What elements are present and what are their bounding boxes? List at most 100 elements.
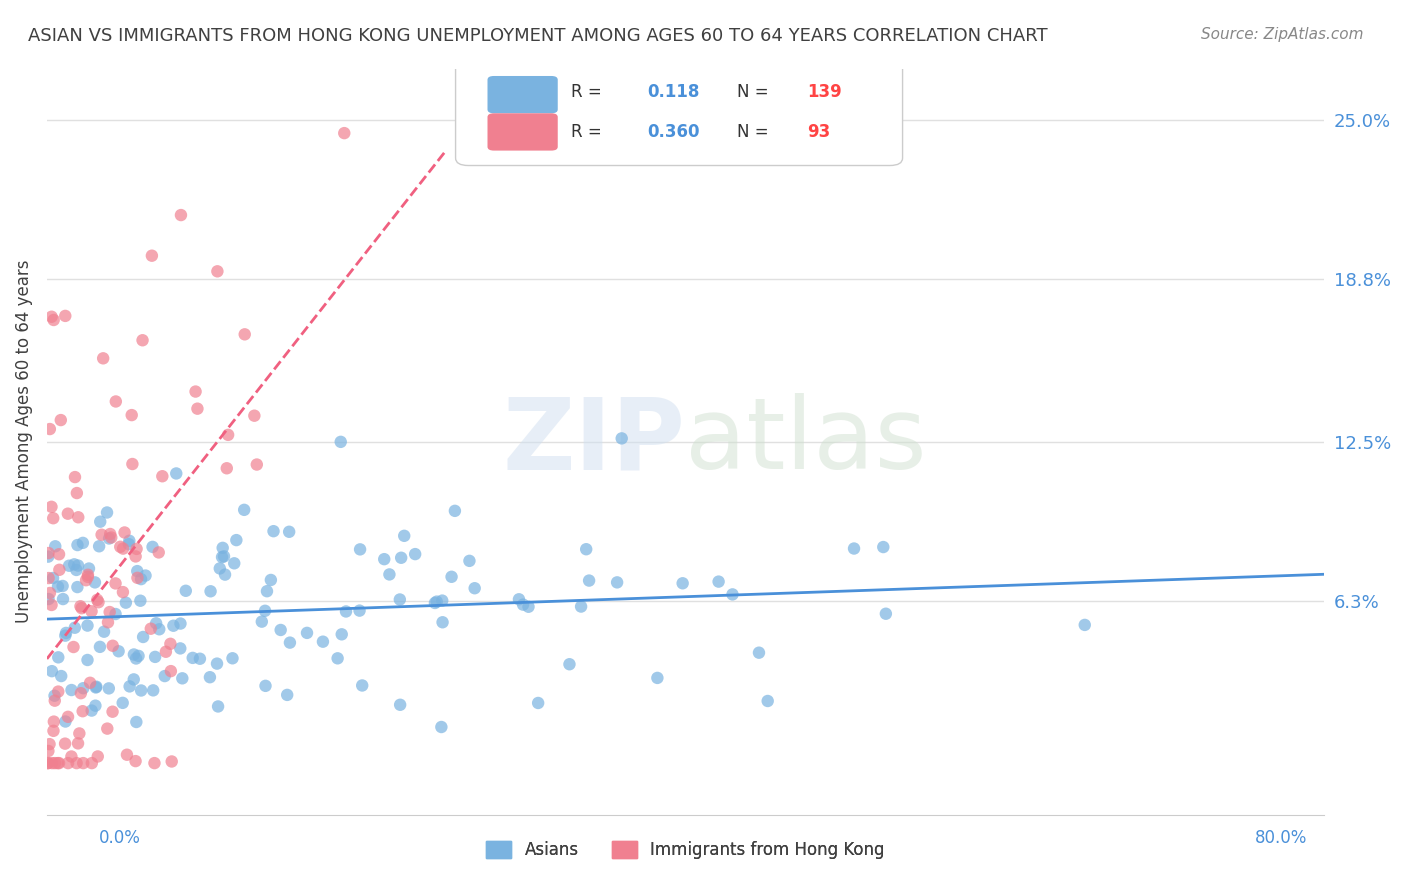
Point	[112, 541, 135, 556]
FancyBboxPatch shape	[456, 61, 903, 166]
Point	[67, 726, 90, 740]
Point	[107, 644, 129, 658]
Point	[349, 604, 371, 618]
Point	[254, 679, 277, 693]
Point	[132, 630, 155, 644]
Point	[51, 669, 73, 683]
Point	[84, 575, 107, 590]
Point	[335, 605, 357, 619]
Point	[38, 546, 60, 560]
Point	[42, 571, 65, 585]
Point	[104, 607, 127, 621]
Point	[97, 681, 120, 696]
Point	[67, 736, 90, 750]
Point	[160, 755, 183, 769]
Point	[98, 532, 121, 546]
Point	[127, 564, 149, 578]
Point	[55, 626, 77, 640]
Point	[62, 640, 84, 654]
Point	[707, 574, 730, 589]
Point	[141, 249, 163, 263]
Point	[349, 542, 371, 557]
Point	[80, 704, 103, 718]
Point	[129, 593, 152, 607]
Point	[86, 592, 108, 607]
Point	[329, 434, 352, 449]
Point	[150, 469, 173, 483]
Point	[423, 596, 446, 610]
Point	[250, 615, 273, 629]
Point	[312, 634, 335, 648]
Point	[430, 720, 453, 734]
Point	[378, 567, 401, 582]
Point	[254, 604, 277, 618]
Point	[41, 310, 63, 324]
Point	[748, 646, 770, 660]
Point	[207, 699, 229, 714]
Point	[326, 651, 349, 665]
Point	[172, 671, 194, 685]
Point	[260, 573, 283, 587]
Point	[211, 541, 233, 555]
Point	[79, 675, 101, 690]
Point	[458, 554, 481, 568]
Point	[129, 683, 152, 698]
Point	[67, 510, 90, 524]
Text: N =: N =	[737, 83, 773, 102]
Point	[558, 657, 581, 672]
FancyBboxPatch shape	[488, 76, 558, 113]
Point	[606, 575, 628, 590]
Point	[69, 599, 91, 614]
Point	[122, 648, 145, 662]
Point	[143, 756, 166, 771]
Point	[148, 622, 170, 636]
Point	[56, 710, 79, 724]
Legend: Asians, Immigrants from Hong Kong: Asians, Immigrants from Hong Kong	[479, 834, 891, 866]
Point	[578, 574, 600, 588]
Point	[186, 401, 208, 416]
Point	[211, 550, 233, 565]
Point	[52, 592, 75, 607]
Text: ZIP: ZIP	[502, 393, 686, 490]
Point	[87, 749, 110, 764]
Point	[53, 737, 76, 751]
Point	[440, 570, 463, 584]
Point	[118, 680, 141, 694]
Point	[55, 714, 77, 729]
Point	[46, 756, 69, 771]
Point	[72, 536, 94, 550]
Point	[42, 723, 65, 738]
Point	[127, 571, 149, 585]
Point	[721, 587, 744, 601]
Point	[76, 653, 98, 667]
Point	[80, 756, 103, 771]
Point	[44, 694, 66, 708]
Text: 93: 93	[807, 123, 830, 141]
Point	[114, 525, 136, 540]
Point	[91, 351, 114, 366]
Point	[58, 558, 80, 573]
Text: Source: ZipAtlas.com: Source: ZipAtlas.com	[1201, 27, 1364, 42]
Text: atlas: atlas	[686, 393, 927, 490]
Point	[111, 585, 134, 599]
Point	[233, 327, 256, 342]
Point	[139, 622, 162, 636]
Point	[76, 618, 98, 632]
Point	[98, 527, 121, 541]
Point	[44, 539, 66, 553]
Point	[198, 670, 221, 684]
Point	[37, 756, 59, 771]
Point	[86, 680, 108, 694]
Point	[122, 673, 145, 687]
Point	[1074, 618, 1097, 632]
Point	[512, 598, 534, 612]
Point	[517, 599, 540, 614]
Point	[104, 576, 127, 591]
Point	[464, 581, 486, 595]
Point	[432, 615, 454, 630]
Point	[508, 592, 530, 607]
Point	[141, 540, 163, 554]
Point	[100, 531, 122, 545]
Point	[155, 645, 177, 659]
Point	[200, 584, 222, 599]
